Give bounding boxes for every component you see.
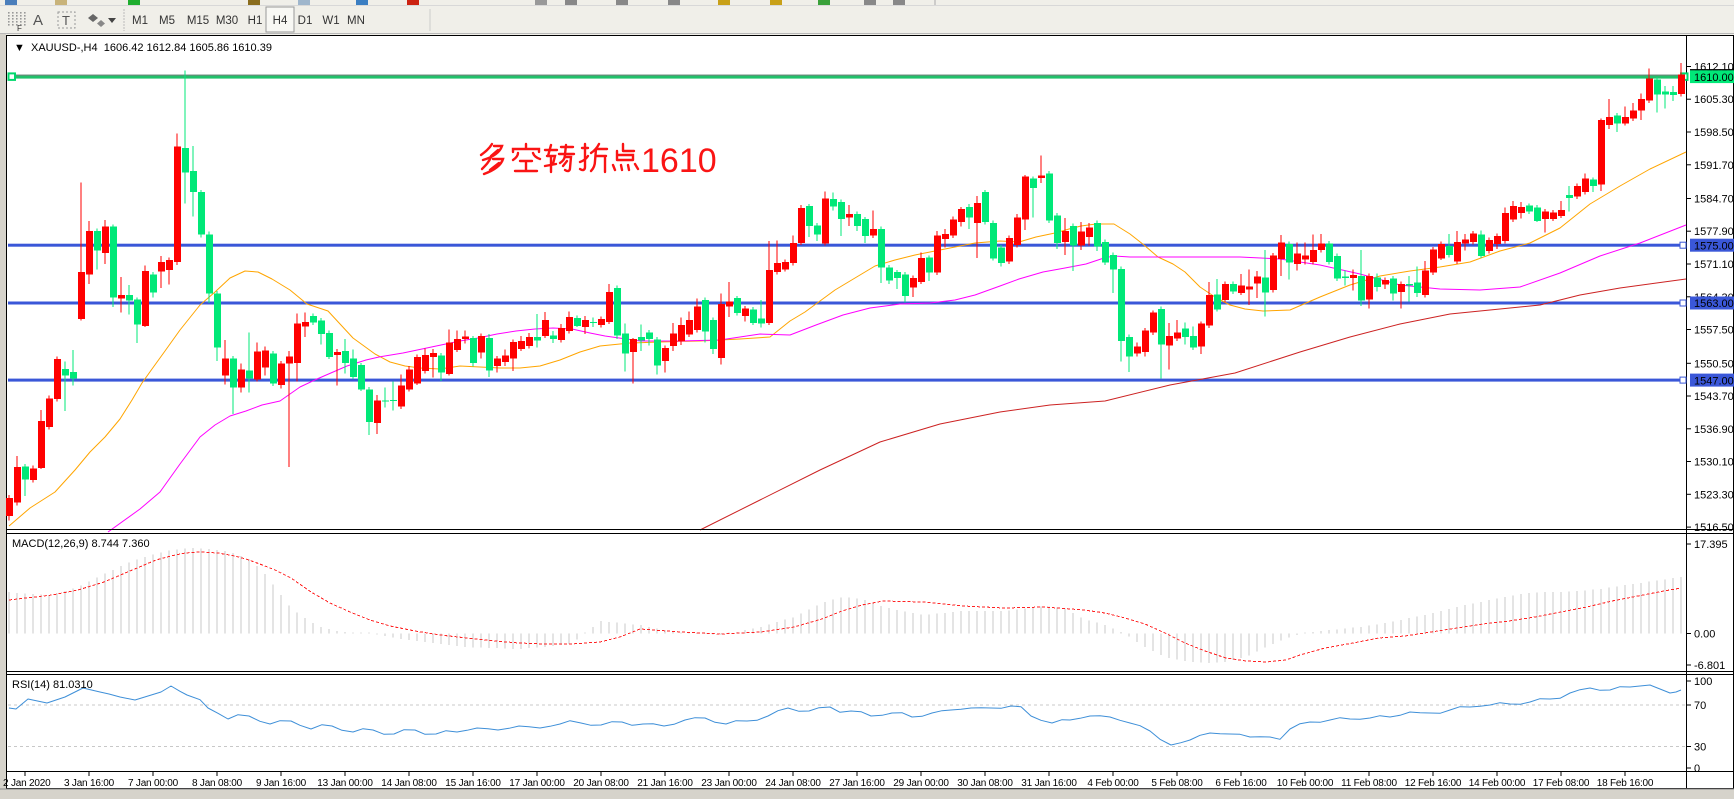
svg-text:1543.70: 1543.70 — [1694, 391, 1734, 403]
svg-text:▼ XAUUSD-,H4 1606.42 1612.84: ▼ XAUUSD-,H4 1606.42 1612.84 1605.86 161… — [14, 42, 272, 54]
svg-text:17 Jan 00:00: 17 Jan 00:00 — [509, 778, 565, 789]
svg-text:1605.30: 1605.30 — [1694, 94, 1734, 106]
svg-text:W1: W1 — [322, 15, 339, 27]
svg-text:14 Jan 08:00: 14 Jan 08:00 — [381, 778, 437, 789]
svg-text:17 Feb 08:00: 17 Feb 08:00 — [1533, 778, 1590, 789]
svg-text:-6.801: -6.801 — [1694, 660, 1725, 672]
svg-text:8 Jan 08:00: 8 Jan 08:00 — [192, 778, 243, 789]
svg-text:0: 0 — [1694, 763, 1700, 775]
svg-text:1584.70: 1584.70 — [1694, 194, 1734, 206]
svg-text:1557.50: 1557.50 — [1694, 325, 1734, 337]
svg-text:30: 30 — [1694, 742, 1706, 754]
svg-text:1547.00: 1547.00 — [1694, 375, 1734, 387]
svg-text:M15: M15 — [187, 15, 209, 27]
svg-text:RSI(14) 81.0310: RSI(14) 81.0310 — [12, 679, 93, 691]
svg-text:9 Jan 16:00: 9 Jan 16:00 — [256, 778, 307, 789]
svg-text:29 Jan 00:00: 29 Jan 00:00 — [893, 778, 949, 789]
svg-text:17.395: 17.395 — [1694, 539, 1728, 551]
svg-text:12 Feb 16:00: 12 Feb 16:00 — [1405, 778, 1462, 789]
svg-text:31 Jan 16:00: 31 Jan 16:00 — [1021, 778, 1077, 789]
svg-text:15 Jan 16:00: 15 Jan 16:00 — [445, 778, 501, 789]
svg-text:1571.10: 1571.10 — [1694, 259, 1734, 271]
svg-text:11 Feb 08:00: 11 Feb 08:00 — [1341, 778, 1397, 789]
svg-text:6 Feb 16:00: 6 Feb 16:00 — [1215, 778, 1267, 789]
svg-text:A: A — [33, 12, 43, 29]
svg-text:18 Feb 16:00: 18 Feb 16:00 — [1597, 778, 1654, 789]
svg-text:1577.90: 1577.90 — [1694, 226, 1734, 238]
svg-text:2 Jan 2020: 2 Jan 2020 — [3, 778, 51, 789]
svg-text:5 Feb 08:00: 5 Feb 08:00 — [1151, 778, 1203, 789]
svg-text:0.00: 0.00 — [1694, 629, 1715, 641]
svg-text:1591.70: 1591.70 — [1694, 160, 1734, 172]
svg-text:1536.90: 1536.90 — [1694, 424, 1734, 436]
svg-text:1575.00: 1575.00 — [1694, 240, 1734, 252]
svg-text:3 Jan 16:00: 3 Jan 16:00 — [64, 778, 115, 789]
svg-text:4 Feb 00:00: 4 Feb 00:00 — [1087, 778, 1139, 789]
svg-text:10 Feb 00:00: 10 Feb 00:00 — [1277, 778, 1334, 789]
svg-text:1563.00: 1563.00 — [1694, 298, 1734, 310]
svg-text:M5: M5 — [159, 15, 175, 27]
svg-text:H4: H4 — [273, 15, 288, 27]
svg-text:21 Jan 16:00: 21 Jan 16:00 — [637, 778, 693, 789]
svg-text:MN: MN — [347, 15, 365, 27]
svg-text:M1: M1 — [132, 15, 148, 27]
svg-text:H1: H1 — [248, 15, 263, 27]
svg-text:13 Jan 00:00: 13 Jan 00:00 — [317, 778, 373, 789]
svg-text:1550.50: 1550.50 — [1694, 358, 1734, 370]
svg-text:24 Jan 08:00: 24 Jan 08:00 — [765, 778, 821, 789]
svg-text:T: T — [62, 13, 70, 28]
svg-text:1523.30: 1523.30 — [1694, 489, 1734, 501]
svg-text:1610: 1610 — [641, 142, 717, 180]
svg-text:23 Jan 00:00: 23 Jan 00:00 — [701, 778, 757, 789]
svg-text:1598.50: 1598.50 — [1694, 127, 1734, 139]
svg-text:D1: D1 — [298, 15, 313, 27]
svg-text:M30: M30 — [216, 15, 238, 27]
svg-text:F: F — [17, 24, 22, 33]
svg-text:7 Jan 00:00: 7 Jan 00:00 — [128, 778, 179, 789]
svg-text:MACD(12,26,9) 8.744 7.360: MACD(12,26,9) 8.744 7.360 — [12, 538, 150, 550]
svg-text:70: 70 — [1694, 700, 1706, 712]
svg-text:100: 100 — [1694, 676, 1712, 688]
svg-text:1530.10: 1530.10 — [1694, 457, 1734, 469]
svg-text:1610.00: 1610.00 — [1694, 72, 1734, 84]
svg-text:20 Jan 08:00: 20 Jan 08:00 — [573, 778, 629, 789]
svg-text:27 Jan 16:00: 27 Jan 16:00 — [829, 778, 885, 789]
svg-text:30 Jan 08:00: 30 Jan 08:00 — [957, 778, 1013, 789]
svg-text:1516.50: 1516.50 — [1694, 522, 1734, 534]
svg-text:14 Feb 00:00: 14 Feb 00:00 — [1469, 778, 1526, 789]
